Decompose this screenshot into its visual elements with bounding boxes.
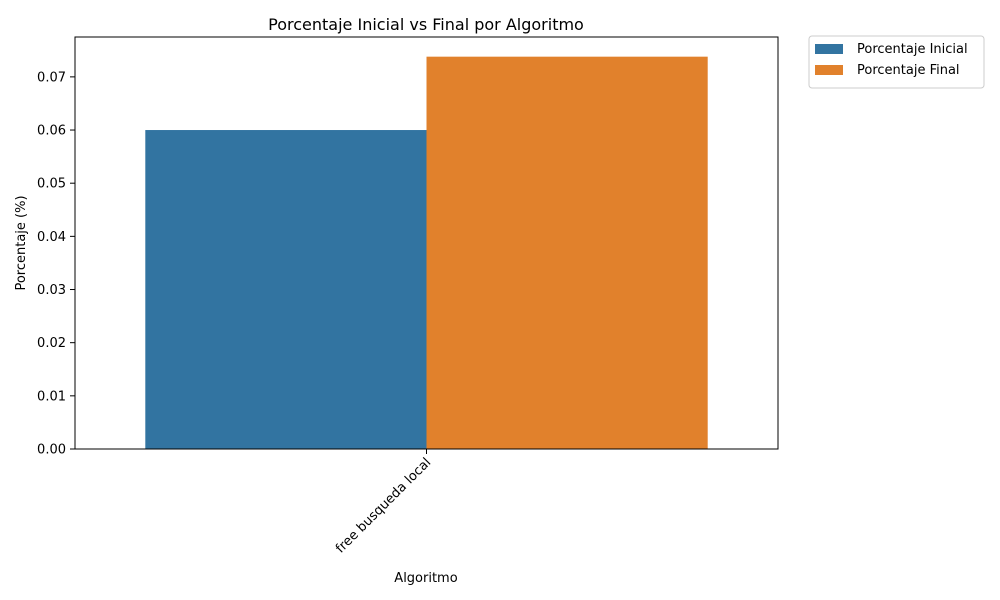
y-tick-label: 0.02 xyxy=(37,336,66,351)
legend: Porcentaje Inicial Porcentaje Final xyxy=(808,35,985,89)
legend-label-porcentaje-inicial: Porcentaje Inicial xyxy=(857,42,968,57)
x-axis: free busqueda local xyxy=(333,449,434,556)
y-tick-label: 0.07 xyxy=(37,70,66,85)
legend-swatch-porcentaje-final xyxy=(815,65,843,75)
y-tick-label: 0.06 xyxy=(37,124,66,139)
x-axis-label: Algoritmo xyxy=(394,571,457,586)
y-tick-label: 0.03 xyxy=(37,283,66,298)
legend-swatch-porcentaje-inicial xyxy=(815,44,843,54)
x-tick-label: free busqueda local xyxy=(333,455,434,556)
bars-group xyxy=(145,56,708,449)
y-axis-label: Porcentaje (%) xyxy=(14,195,29,290)
y-tick-label: 0.05 xyxy=(37,177,66,192)
y-tick-label: 0.04 xyxy=(37,230,66,245)
chart-title: Porcentaje Inicial vs Final por Algoritm… xyxy=(268,15,584,34)
legend-frame xyxy=(808,35,985,89)
bar-porcentaje-final xyxy=(426,56,708,449)
y-tick-label: 0.01 xyxy=(37,389,66,404)
bar-porcentaje-inicial xyxy=(145,130,427,449)
legend-label-porcentaje-final: Porcentaje Final xyxy=(857,63,960,78)
y-tick-label: 0.00 xyxy=(37,443,66,458)
y-axis: 0.00 0.01 0.02 0.03 0.04 0.05 0.06 0.07 xyxy=(37,70,75,458)
